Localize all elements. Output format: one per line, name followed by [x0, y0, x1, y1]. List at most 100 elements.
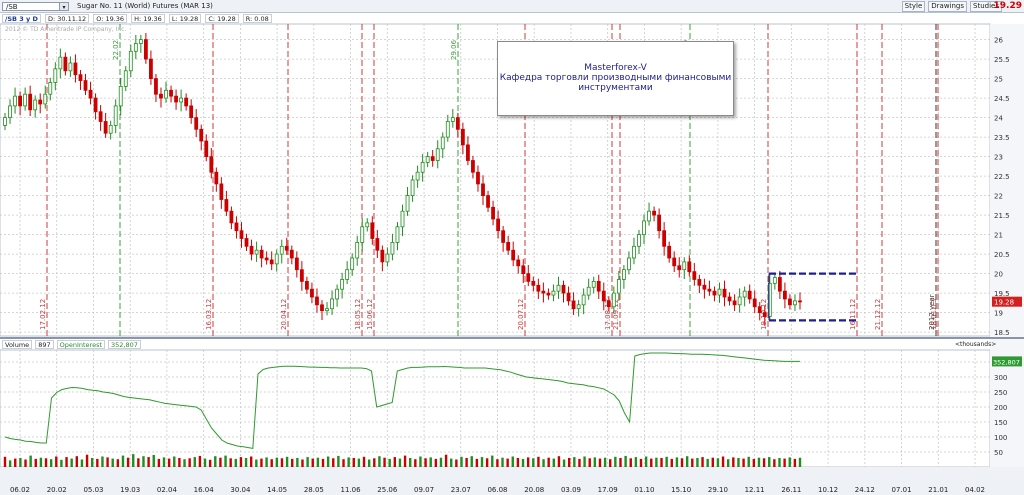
volume-bar: [732, 457, 735, 467]
candle: [299, 269, 304, 282]
candle: [264, 257, 269, 261]
marker-label: 17.02.12: [39, 299, 47, 330]
candle: [274, 253, 279, 265]
volume-bar: [265, 457, 268, 467]
candle: [702, 284, 707, 290]
candle: [410, 179, 415, 196]
volume-bar: [650, 458, 653, 467]
volume-bar: [198, 455, 202, 467]
candle: [214, 171, 219, 185]
study-tag[interactable]: /SB 3 y D: [2, 14, 41, 23]
price-info-bar: /SB 3 y D D: 30.11.12 O: 19.36 H: 19.36 …: [2, 14, 272, 23]
candle: [601, 290, 606, 302]
date-tick-label: 02.04: [157, 486, 178, 494]
open-interest-marker: [992, 356, 1022, 367]
candle: [335, 288, 339, 300]
date-tick-label: 25.06: [377, 486, 398, 494]
candle: [143, 39, 148, 60]
volume-bar: [480, 457, 484, 467]
candle: [556, 284, 561, 292]
candle: [289, 249, 294, 259]
drawings-button[interactable]: Drawings: [928, 0, 968, 12]
candle: [621, 269, 626, 280]
candle: [752, 298, 757, 308]
volume-bar: [3, 456, 7, 467]
candle: [425, 156, 430, 163]
volume-bar: [583, 456, 586, 467]
volume-bar: [96, 458, 99, 467]
candle: [365, 222, 370, 228]
candle: [88, 89, 93, 99]
candle: [662, 230, 667, 247]
annotation-box: Masterforex-V Кафедра торговли производн…: [497, 41, 734, 116]
candle: [259, 249, 264, 259]
candle: [672, 257, 677, 267]
candle: [777, 277, 782, 292]
volume-bar: [557, 456, 561, 467]
marker-label: 18.05.12: [354, 299, 362, 330]
open-interest-label[interactable]: OpenInterest: [56, 340, 106, 349]
symbol-input[interactable]: /SB: [2, 1, 60, 11]
volume-bar: [788, 457, 791, 467]
volume-bar: [208, 459, 212, 467]
volume-bar: [511, 456, 514, 467]
candle: [370, 222, 375, 239]
candle: [551, 290, 556, 296]
price-tick-label: 25: [994, 76, 1003, 84]
volume-bar: [285, 456, 289, 467]
candle: [430, 156, 435, 161]
candle: [586, 286, 591, 296]
candle: [63, 56, 68, 72]
volume-bar: [542, 459, 545, 467]
candle: [304, 280, 309, 290]
price-tick-label: 20: [994, 271, 1003, 279]
volume-bar: [680, 458, 684, 467]
date-tick-label: 24.12: [855, 486, 875, 494]
candle: [435, 148, 440, 161]
symbol-dropdown-icon[interactable]: ▾: [60, 1, 69, 11]
volume-label[interactable]: Volume: [2, 340, 33, 349]
date-tick-label: 21.01: [928, 486, 948, 494]
candle: [460, 128, 465, 146]
date-tick-label: 11.06: [341, 486, 362, 494]
date-tick-label: 15.10: [671, 486, 691, 494]
date-tick-label: 07.01: [892, 486, 912, 494]
candle: [199, 128, 204, 142]
candle: [194, 117, 199, 130]
candle: [642, 220, 646, 235]
candle: [164, 89, 168, 99]
candle: [536, 284, 541, 292]
candle: [788, 298, 792, 306]
candle: [184, 97, 189, 107]
studies-button[interactable]: Studies: [970, 0, 1002, 12]
info-range: R: 0.08: [242, 14, 272, 23]
candle: [58, 56, 63, 70]
volume-bar: [44, 458, 48, 467]
candle: [506, 241, 511, 251]
date-tick-label: 30.04: [230, 486, 251, 494]
volume-bar: [706, 458, 709, 467]
candle: [118, 86, 123, 107]
candle: [798, 300, 802, 303]
volume-bar: [121, 455, 125, 467]
volume-bar: [132, 454, 135, 467]
volume-tick-label: 200: [994, 404, 1007, 412]
volume-bar: [357, 458, 361, 467]
volume-bar: [496, 459, 499, 467]
volume-bar: [721, 456, 725, 467]
volume-bar: [614, 456, 617, 467]
candle: [450, 117, 455, 122]
candle: [616, 279, 621, 294]
candle: [189, 105, 194, 119]
style-button[interactable]: Style: [901, 0, 926, 12]
volume-bar: [655, 457, 658, 467]
candle: [320, 304, 324, 312]
candle: [209, 156, 214, 173]
candle: [692, 271, 697, 280]
candle: [481, 183, 485, 196]
volume-bar: [398, 458, 402, 467]
volume-bar: [8, 460, 12, 467]
volume-bar: [685, 456, 689, 467]
volume-panel-header: Volume 897 OpenInterest 352,807: [2, 340, 141, 349]
